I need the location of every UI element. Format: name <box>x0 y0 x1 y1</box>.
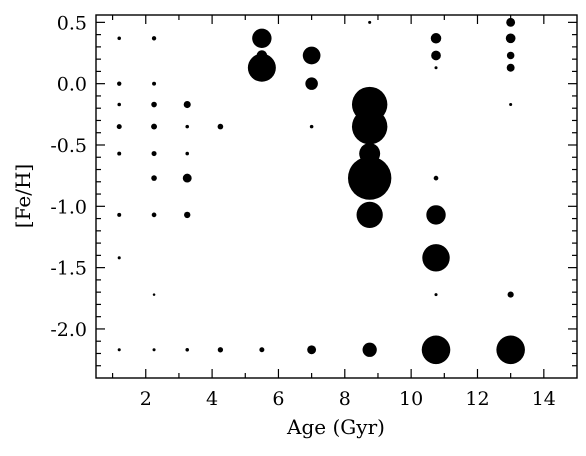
plot-frame <box>95 14 578 379</box>
data-point <box>152 293 156 296</box>
data-point <box>507 291 514 298</box>
data-point <box>347 156 392 200</box>
data-point <box>509 102 513 107</box>
data-point <box>259 347 265 353</box>
data-point <box>117 348 121 352</box>
data-point <box>184 211 191 219</box>
data-point <box>247 53 276 82</box>
data-point <box>151 212 157 218</box>
data-point <box>506 63 515 72</box>
data-point <box>152 348 156 352</box>
y-tick-label: -1.5 <box>50 258 87 280</box>
data-point <box>307 345 317 355</box>
data-point <box>421 335 451 365</box>
data-point <box>152 81 157 86</box>
data-point <box>117 256 121 260</box>
data-point <box>117 151 122 156</box>
data-point <box>117 81 122 86</box>
data-point <box>431 50 441 61</box>
data-point <box>217 123 224 130</box>
x-tick-label: 4 <box>206 388 218 410</box>
data-point <box>151 36 157 41</box>
data-point <box>305 77 318 90</box>
data-point <box>422 244 450 272</box>
data-point <box>362 342 377 357</box>
data-point <box>183 100 191 109</box>
data-point <box>252 28 272 49</box>
x-axis-title: Age (Gyr) <box>286 415 385 439</box>
y-tick-label: 0.5 <box>57 12 87 34</box>
data-point <box>151 101 157 108</box>
data-point <box>302 46 321 65</box>
data-point <box>309 124 314 129</box>
data-point <box>117 102 121 107</box>
x-tick-label: 8 <box>339 388 351 410</box>
data-point <box>151 151 157 157</box>
data-points <box>116 17 525 365</box>
x-tick-label: 10 <box>399 388 423 410</box>
data-point <box>434 293 438 297</box>
data-point <box>217 347 224 353</box>
y-axis: 0.5 0.0 -0.5 -1.0 -1.5 -2.0 <box>50 12 577 367</box>
data-point <box>185 151 189 156</box>
data-point <box>351 108 388 145</box>
y-axis-title: [Fe/H] <box>11 164 35 228</box>
data-point <box>505 33 516 44</box>
data-point <box>151 175 157 181</box>
data-point <box>117 212 122 217</box>
data-point <box>117 36 121 41</box>
y-tick-label: 0.0 <box>57 74 87 96</box>
data-point <box>496 335 525 365</box>
data-point <box>434 66 438 70</box>
x-tick-label: 6 <box>272 388 284 410</box>
data-point <box>116 124 122 130</box>
y-tick-label: -2.0 <box>50 319 87 341</box>
y-tick-label: -0.5 <box>50 135 87 157</box>
data-point <box>151 123 157 130</box>
data-point <box>433 175 439 181</box>
x-tick-label: 2 <box>140 388 152 410</box>
x-axis: 2 4 6 8 10 12 14 <box>111 15 556 410</box>
data-point <box>506 17 516 27</box>
data-point <box>185 348 189 352</box>
data-point <box>430 33 442 44</box>
data-point <box>368 20 372 24</box>
data-point <box>506 51 515 60</box>
data-point <box>185 124 189 129</box>
x-tick-label: 14 <box>532 388 556 410</box>
data-point <box>356 201 383 229</box>
data-point <box>182 173 192 183</box>
x-tick-label: 12 <box>465 388 489 410</box>
y-tick-label: -1.0 <box>50 196 87 218</box>
data-point <box>426 205 446 225</box>
